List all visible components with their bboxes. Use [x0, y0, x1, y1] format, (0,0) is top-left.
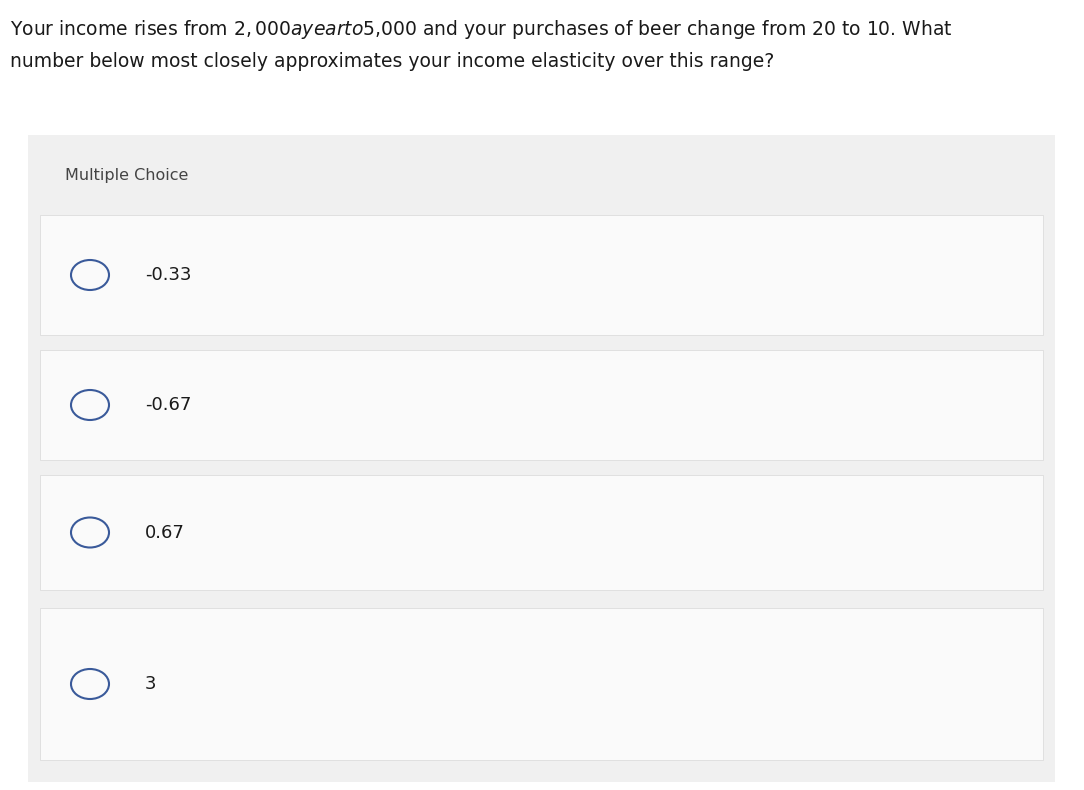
Text: Your income rises from $2,000 a year to $5,000 and your purchases of beer change: Your income rises from $2,000 a year to …	[10, 18, 953, 41]
Text: 0.67: 0.67	[145, 524, 185, 541]
Text: Multiple Choice: Multiple Choice	[65, 168, 189, 183]
Text: -0.33: -0.33	[145, 266, 192, 284]
Text: 3: 3	[145, 675, 156, 693]
Text: number below most closely approximates your income elasticity over this range?: number below most closely approximates y…	[10, 52, 774, 71]
Text: -0.67: -0.67	[145, 396, 192, 414]
